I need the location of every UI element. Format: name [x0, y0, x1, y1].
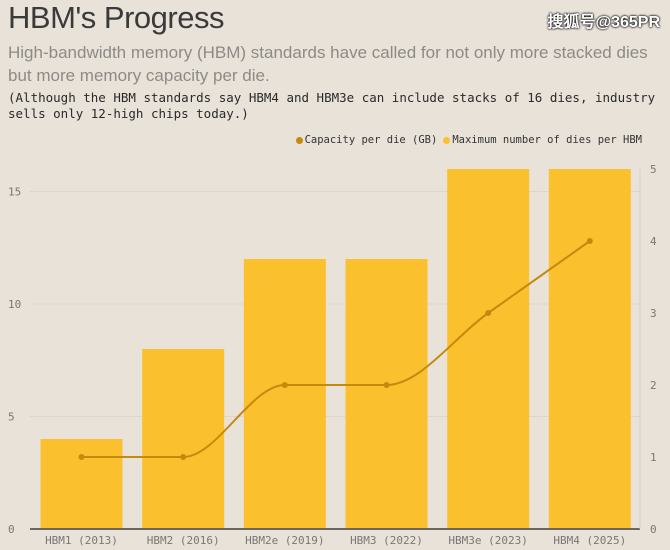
x-tick-label: HBM2e (2019) [245, 534, 324, 547]
legend-item-capacity: Capacity per die (GB) [295, 134, 438, 146]
capacity-point [586, 238, 593, 244]
legend-swatch-dies [443, 136, 451, 144]
right-tick-label: 4 [650, 235, 657, 248]
chart-title: HBM's Progress [8, 0, 224, 35]
capacity-point [281, 382, 288, 388]
capacity-point [78, 454, 85, 460]
x-tick-label: HBM1 (2013) [45, 534, 118, 547]
watermark: 搜狐号@365PR [547, 14, 660, 31]
chart-subtitle: High-bandwidth memory (HBM) standards ha… [8, 43, 648, 85]
capacity-point [485, 310, 492, 316]
legend-label: Maximum number of dies per HBM [452, 134, 642, 146]
capacity-line [81, 240, 591, 459]
right-tick-label: 2 [650, 379, 657, 392]
right-tick-label: 1 [650, 451, 657, 464]
capacity-point [383, 382, 390, 388]
left-tick-label: 0 [8, 523, 15, 536]
bar [345, 259, 428, 529]
right-tick-label: 5 [650, 163, 657, 176]
legend-swatch-capacity [295, 136, 303, 144]
x-tick-label: HBM3e (2023) [448, 534, 527, 547]
bar [40, 439, 123, 529]
legend: Capacity per die (GB) Maximum number of … [295, 134, 642, 146]
legend-label: Capacity per die (GB) [304, 134, 438, 146]
left-tick-label: 15 [8, 186, 21, 199]
x-tick-label: HBM4 (2025) [553, 534, 626, 547]
bar [548, 169, 631, 529]
bar [447, 169, 530, 529]
x-tick-label: HBM3 (2022) [350, 534, 423, 547]
capacity-point [180, 454, 187, 460]
right-tick-label: 0 [650, 523, 657, 536]
right-tick-label: 3 [650, 307, 657, 320]
left-tick-label: 10 [8, 298, 21, 311]
bar [142, 349, 225, 529]
chart-note: (Although the HBM standards say HBM4 and… [8, 90, 656, 121]
legend-item-dies: Maximum number of dies per HBM [443, 134, 642, 146]
x-tick-label: HBM2 (2016) [147, 534, 220, 547]
left-tick-label: 5 [8, 411, 15, 424]
bar [243, 259, 326, 529]
